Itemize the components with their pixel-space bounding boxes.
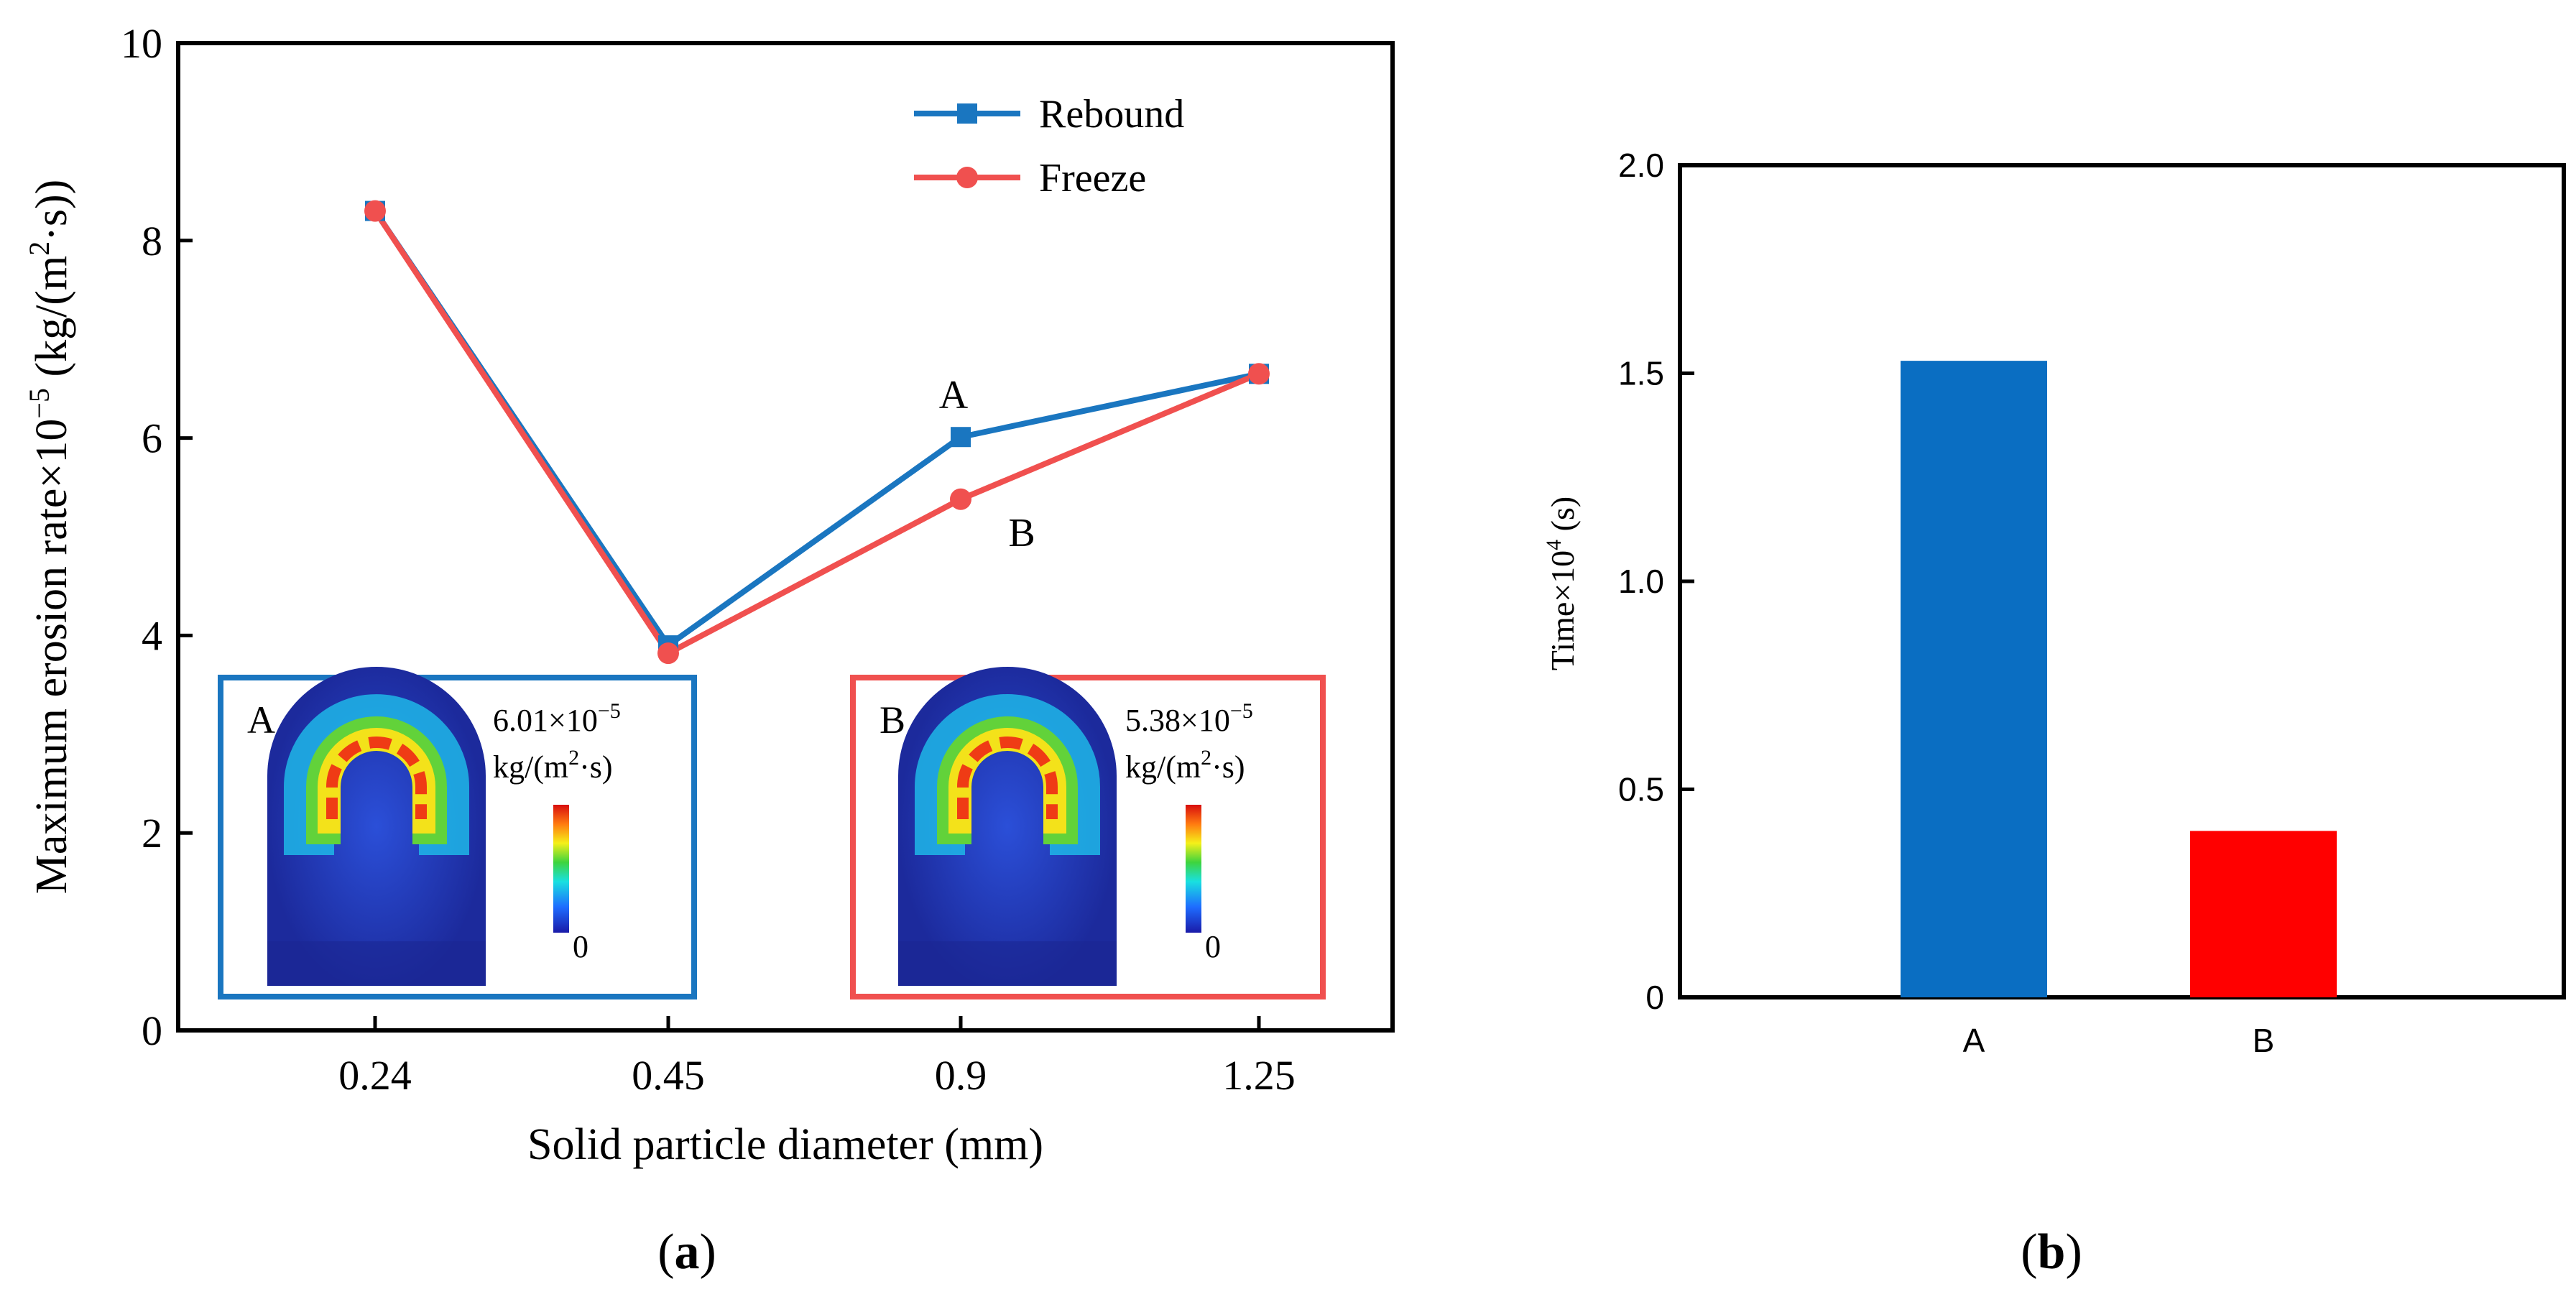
legend-freeze-marker: [956, 167, 978, 188]
inset-a-color-scale: [553, 805, 569, 933]
bar-b: [2190, 831, 2337, 997]
series-rebound-point: [951, 427, 971, 448]
inset-b-letter: B: [880, 698, 905, 742]
annotation-a: A: [939, 373, 969, 417]
plot-a-y-axis-label: Maximum erosion rate×10−5 (kg/(m2·s)): [23, 180, 76, 895]
plot-a-series: [364, 200, 1270, 665]
series-freeze-point: [1248, 363, 1270, 385]
plot-b-frame: [1678, 163, 2566, 999]
legend-rebound-marker: [957, 103, 977, 124]
plot-b-y-tick-label: 0: [1645, 979, 1664, 1016]
plot-b-y-axis-label: Time×104 (s): [1542, 497, 1581, 670]
plot-b-y-tick-label: 2.0: [1618, 147, 1664, 184]
inset-b: B 5.38×10−5 kg/(m2·s) 0: [850, 667, 1326, 999]
inset-b-value: 5.38×10−5: [1125, 699, 1253, 738]
plot-a-y-axis: 0 2 4 6 8 10: [121, 20, 193, 1054]
inset-a-letter: A: [247, 698, 275, 742]
series-freeze-point: [657, 642, 679, 665]
plot-a-x-tick-label: 1.25: [1222, 1052, 1296, 1099]
plot-b-y-tick-label: 0.5: [1618, 771, 1664, 808]
plot-a-y-tick-label: 2: [142, 810, 162, 857]
plot-b-y-tick-label: 1.5: [1618, 355, 1664, 392]
bar-a: [1901, 361, 2047, 997]
legend-freeze-label: Freeze: [1039, 156, 1146, 200]
plot-a-y-tick-label: 4: [142, 612, 162, 659]
series-freeze-point: [364, 200, 386, 222]
plot-b-x-tick-label: A: [1963, 1022, 1985, 1059]
plot-a-y-tick-label: 6: [142, 415, 162, 462]
series-freeze-line: [372, 209, 1260, 657]
plot-b-bars: [1901, 361, 2337, 997]
plot-a-legend: Rebound Freeze: [914, 92, 1184, 200]
inset-b-scale-min: 0: [1205, 929, 1221, 964]
inset-a-value: 6.01×10−5: [493, 699, 621, 738]
plot-a-annotations: AB: [939, 373, 1035, 555]
plot-b-y-tick-label: 1.0: [1618, 563, 1664, 600]
inset-a-scale-min: 0: [573, 929, 588, 964]
inset-b-unit: kg/(m2·s): [1125, 746, 1245, 785]
plot-b-x-tick-label: B: [2253, 1022, 2275, 1059]
plot-a-x-tick-label: 0.45: [632, 1052, 705, 1099]
plot-a-y-tick-label: 10: [121, 20, 162, 67]
panel-a: 0 2 4 6 8 10 0.24 0.45 0.9 1.25 Maximum erosion …: [23, 20, 1395, 1280]
series-freeze-point: [950, 488, 971, 510]
plot-b-y-axis: 0 0.5 1.0 1.5 2.0: [1618, 147, 1694, 1016]
inset-b-color-scale: [1186, 805, 1201, 933]
inset-a-unit: kg/(m2·s): [493, 746, 613, 785]
caption-b: (b): [2021, 1224, 2082, 1280]
plot-a-y-tick-label: 8: [142, 218, 162, 264]
plot-a-y-tick-label: 0: [142, 1007, 162, 1054]
inset-a: A 6.01×10−5 kg/(m2·s) 0: [218, 667, 697, 999]
inset-a-erosion-contour-image: [267, 667, 486, 986]
plot-a-x-axis: 0.24 0.45 0.9 1.25: [338, 1016, 1296, 1099]
plot-a-frame: [176, 41, 1395, 1033]
plot-a-x-tick-label: 0.24: [338, 1052, 412, 1099]
plot-a-x-axis-label: Solid particle diameter (mm): [527, 1120, 1043, 1169]
caption-a: (a): [657, 1224, 716, 1280]
inset-b-erosion-contour-image: [898, 667, 1117, 986]
annotation-b: B: [1008, 511, 1035, 555]
plot-a-x-tick-label: 0.9: [935, 1052, 987, 1099]
legend-rebound-label: Rebound: [1039, 92, 1184, 137]
